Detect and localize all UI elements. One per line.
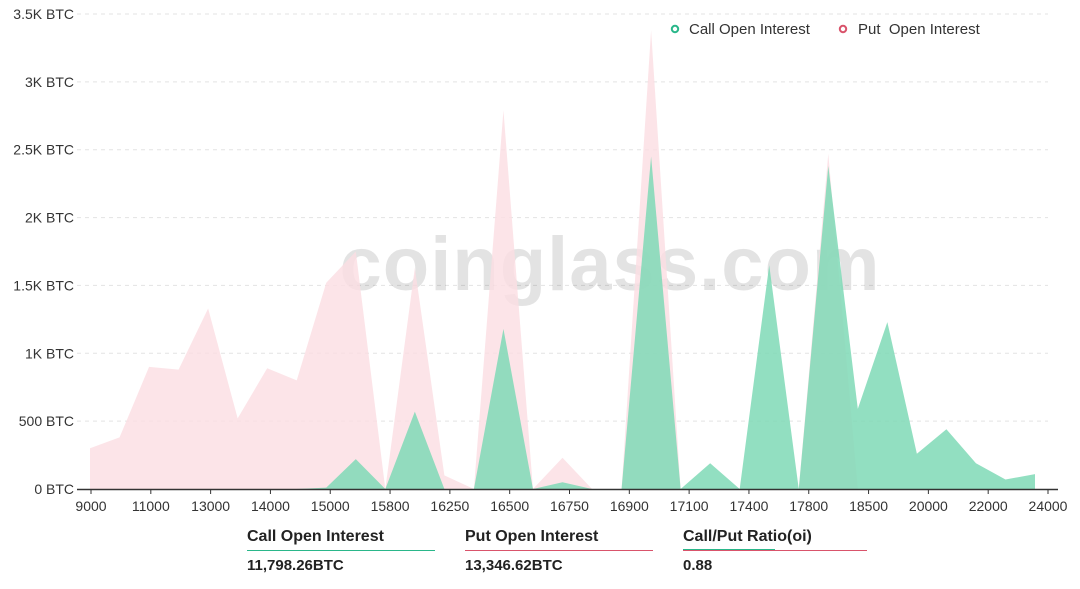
x-tick-label: 16500 <box>490 498 529 514</box>
y-tick-label: 2K BTC <box>25 210 74 226</box>
y-tick-label: 3K BTC <box>25 74 74 90</box>
x-tick-label: 17100 <box>670 498 709 514</box>
legend-put-label: Put Open Interest <box>858 21 981 38</box>
y-tick-label: 0 BTC <box>34 481 74 497</box>
legend-call[interactable]: Call Open Interest <box>670 21 811 38</box>
y-tick-label: 3.5K BTC <box>13 6 74 22</box>
x-tick-label: 15800 <box>371 498 410 514</box>
y-axis-ticks: 0 BTC 500 BTC 1K BTC 1.5K BTC 2K BTC 2.5K BTC… <box>13 6 74 497</box>
open-interest-chart: coinglass.com 0 BTC 500 BTC 1K BTC 1.5K BTC… <box>13 6 1068 514</box>
put-oi-area <box>90 30 1035 490</box>
legend-call-marker <box>670 24 680 34</box>
ratio-value: 0.88 <box>683 557 713 574</box>
call-oi-stat: Call Open Interest 11,798.26BTC <box>247 528 465 574</box>
legend-put-marker <box>838 24 848 34</box>
x-axis-ticks: 9000 11000 13000 14000 15000 15800 16250 16500 1… <box>75 489 1068 514</box>
call-oi-area <box>90 156 1035 489</box>
y-tick-label: 1.5K BTC <box>13 277 74 293</box>
put-oi-value: 13,346.62BTC <box>465 557 563 574</box>
call-oi-label: Call Open Interest <box>247 528 435 551</box>
x-tick-label: 22000 <box>969 498 1008 514</box>
y-tick-label: 1K BTC <box>25 345 74 361</box>
y-tick-label: 500 BTC <box>19 413 74 429</box>
x-tick-label: 16750 <box>550 498 589 514</box>
put-oi-stat: Put Open Interest 13,346.62BTC <box>465 528 683 574</box>
legend-call-label: Call Open Interest <box>689 21 811 38</box>
legend-put[interactable]: Put Open Interest <box>838 21 981 38</box>
legend[interactable]: Call Open Interest Put Open Interest <box>670 21 981 38</box>
call-oi-value: 11,798.26BTC <box>247 557 344 574</box>
x-tick-label: 14000 <box>251 498 290 514</box>
ratio-stat: Call/Put Ratio(oi) 0.88 <box>683 528 901 574</box>
x-tick-label: 20000 <box>909 498 948 514</box>
put-oi-label: Put Open Interest <box>465 528 653 551</box>
x-tick-label: 9000 <box>75 498 106 514</box>
y-tick-label: 2.5K BTC <box>13 142 74 158</box>
gridlines <box>77 13 1048 422</box>
x-tick-label: 24000 <box>1029 498 1068 514</box>
summary-stats: Call Open Interest 11,798.26BTC Put Open… <box>247 528 901 574</box>
x-tick-label: 16900 <box>610 498 649 514</box>
x-tick-label: 13000 <box>191 498 230 514</box>
x-tick-label: 15000 <box>311 498 350 514</box>
x-tick-label: 17800 <box>789 498 828 514</box>
ratio-label: Call/Put Ratio(oi) <box>683 528 867 551</box>
x-tick-label: 16250 <box>430 498 469 514</box>
x-tick-label: 18500 <box>849 498 888 514</box>
series-areas <box>90 30 1035 490</box>
x-tick-label: 11000 <box>132 498 170 514</box>
watermark: coinglass.com <box>340 222 881 307</box>
x-tick-label: 17400 <box>729 498 768 514</box>
